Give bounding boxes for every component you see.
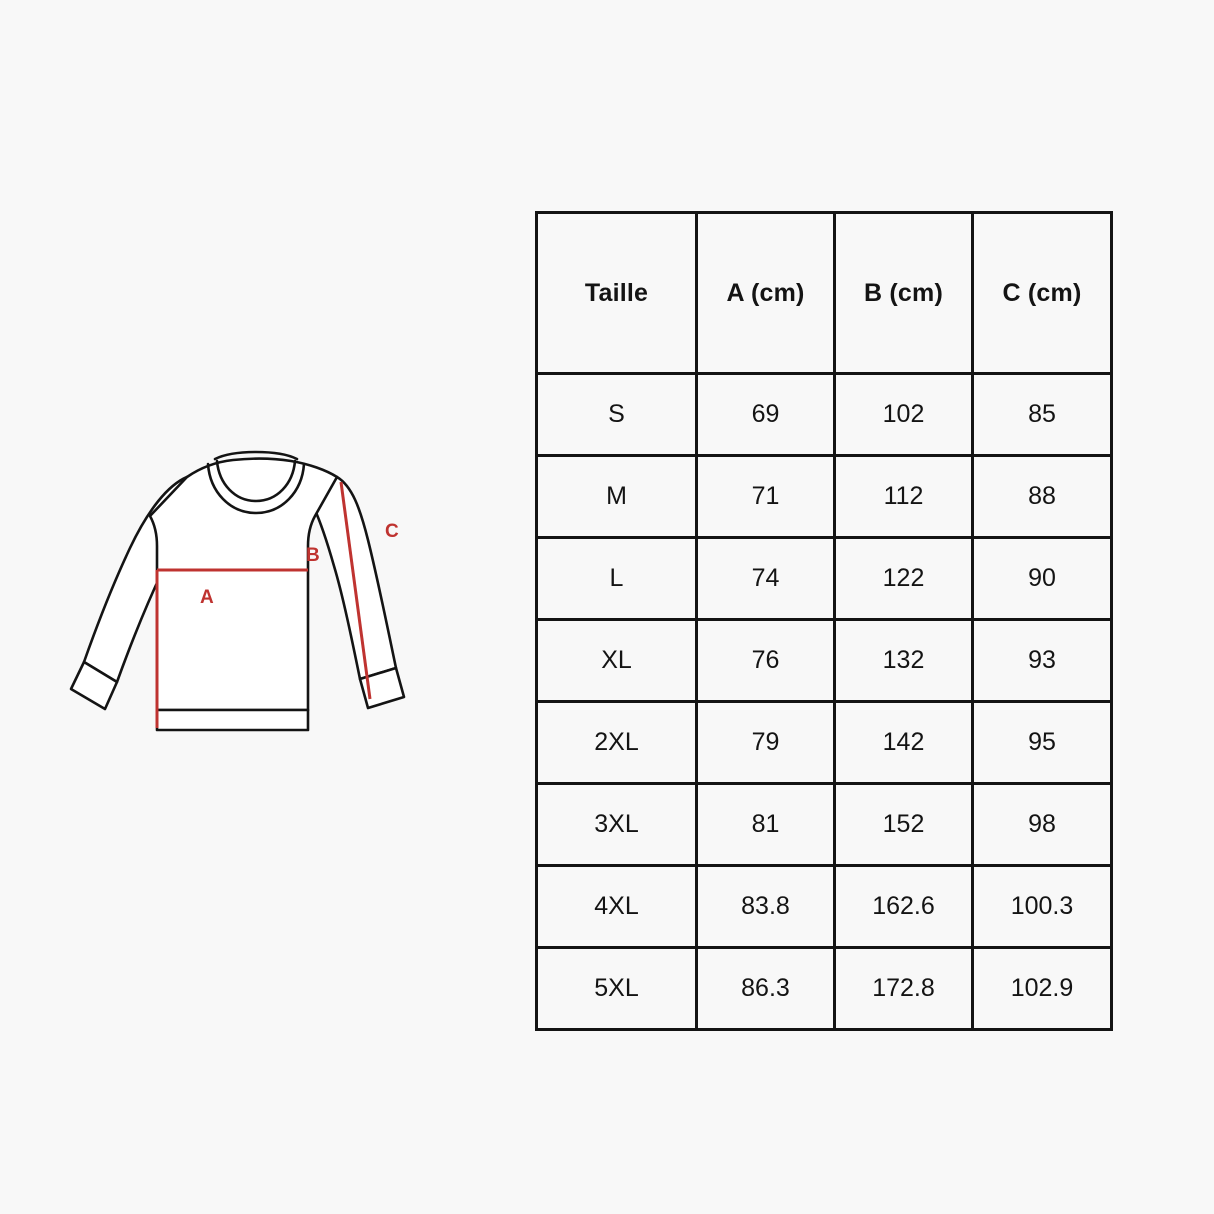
sweatshirt-icon bbox=[69, 450, 406, 732]
cell-c: 85 bbox=[971, 372, 1113, 457]
collar-inner bbox=[215, 459, 297, 503]
cell-c: 90 bbox=[971, 536, 1113, 621]
cell-a: 69 bbox=[695, 372, 836, 457]
column-header-c: C (cm) bbox=[971, 211, 1113, 375]
garment-body bbox=[148, 457, 339, 712]
measure-label-a: A bbox=[200, 587, 214, 608]
cell-b: 102 bbox=[833, 372, 974, 457]
cell-b: 152 bbox=[833, 782, 974, 867]
column-header-a: A (cm) bbox=[695, 211, 836, 375]
cell-size: XL bbox=[535, 618, 698, 703]
column-header-b: B (cm) bbox=[833, 211, 974, 375]
cell-size: L bbox=[535, 536, 698, 621]
table-row: 5XL 86.3 172.8 102.9 bbox=[535, 946, 1113, 1031]
size-table: Taille A (cm) B (cm) C (cm) S 69 102 85 … bbox=[535, 211, 1113, 1031]
table-row: 4XL 83.8 162.6 100.3 bbox=[535, 864, 1113, 949]
cell-c: 95 bbox=[971, 700, 1113, 785]
cell-size: S bbox=[535, 372, 698, 457]
bottom-hem bbox=[155, 708, 310, 732]
table-header-row: Taille A (cm) B (cm) C (cm) bbox=[535, 211, 1113, 375]
cell-b: 172.8 bbox=[833, 946, 974, 1031]
cell-b: 162.6 bbox=[833, 864, 974, 949]
cell-c: 102.9 bbox=[971, 946, 1113, 1031]
cell-size: 4XL bbox=[535, 864, 698, 949]
measure-line-c bbox=[339, 481, 372, 700]
left-cuff bbox=[69, 660, 119, 711]
cell-a: 71 bbox=[695, 454, 836, 539]
cell-a: 74 bbox=[695, 536, 836, 621]
cell-a: 83.8 bbox=[695, 864, 836, 949]
cell-c: 98 bbox=[971, 782, 1113, 867]
table-row: 2XL 79 142 95 bbox=[535, 700, 1113, 785]
cell-c: 93 bbox=[971, 618, 1113, 703]
cell-c: 100.3 bbox=[971, 864, 1113, 949]
garment-illustration bbox=[60, 430, 460, 770]
table-row: XL 76 132 93 bbox=[535, 618, 1113, 703]
cell-size: 3XL bbox=[535, 782, 698, 867]
neck-opening bbox=[213, 450, 299, 461]
cell-c: 88 bbox=[971, 454, 1113, 539]
cell-size: 2XL bbox=[535, 700, 698, 785]
table-row: M 71 112 88 bbox=[535, 454, 1113, 539]
cell-a: 81 bbox=[695, 782, 836, 867]
cell-b: 132 bbox=[833, 618, 974, 703]
cell-b: 142 bbox=[833, 700, 974, 785]
cell-size: 5XL bbox=[535, 946, 698, 1031]
size-table-container: Taille A (cm) B (cm) C (cm) S 69 102 85 … bbox=[535, 211, 1113, 1031]
cell-a: 86.3 bbox=[695, 946, 836, 1031]
collar-outer bbox=[206, 462, 306, 515]
cell-size: M bbox=[535, 454, 698, 539]
cell-b: 112 bbox=[833, 454, 974, 539]
column-header-taille: Taille bbox=[535, 211, 698, 375]
cell-a: 79 bbox=[695, 700, 836, 785]
cell-a: 76 bbox=[695, 618, 836, 703]
table-row: S 69 102 85 bbox=[535, 372, 1113, 457]
table-row: L 74 122 90 bbox=[535, 536, 1113, 621]
measure-label-c: C bbox=[385, 521, 399, 542]
measure-label-b: B bbox=[306, 545, 320, 566]
table-row: 3XL 81 152 98 bbox=[535, 782, 1113, 867]
cell-b: 122 bbox=[833, 536, 974, 621]
